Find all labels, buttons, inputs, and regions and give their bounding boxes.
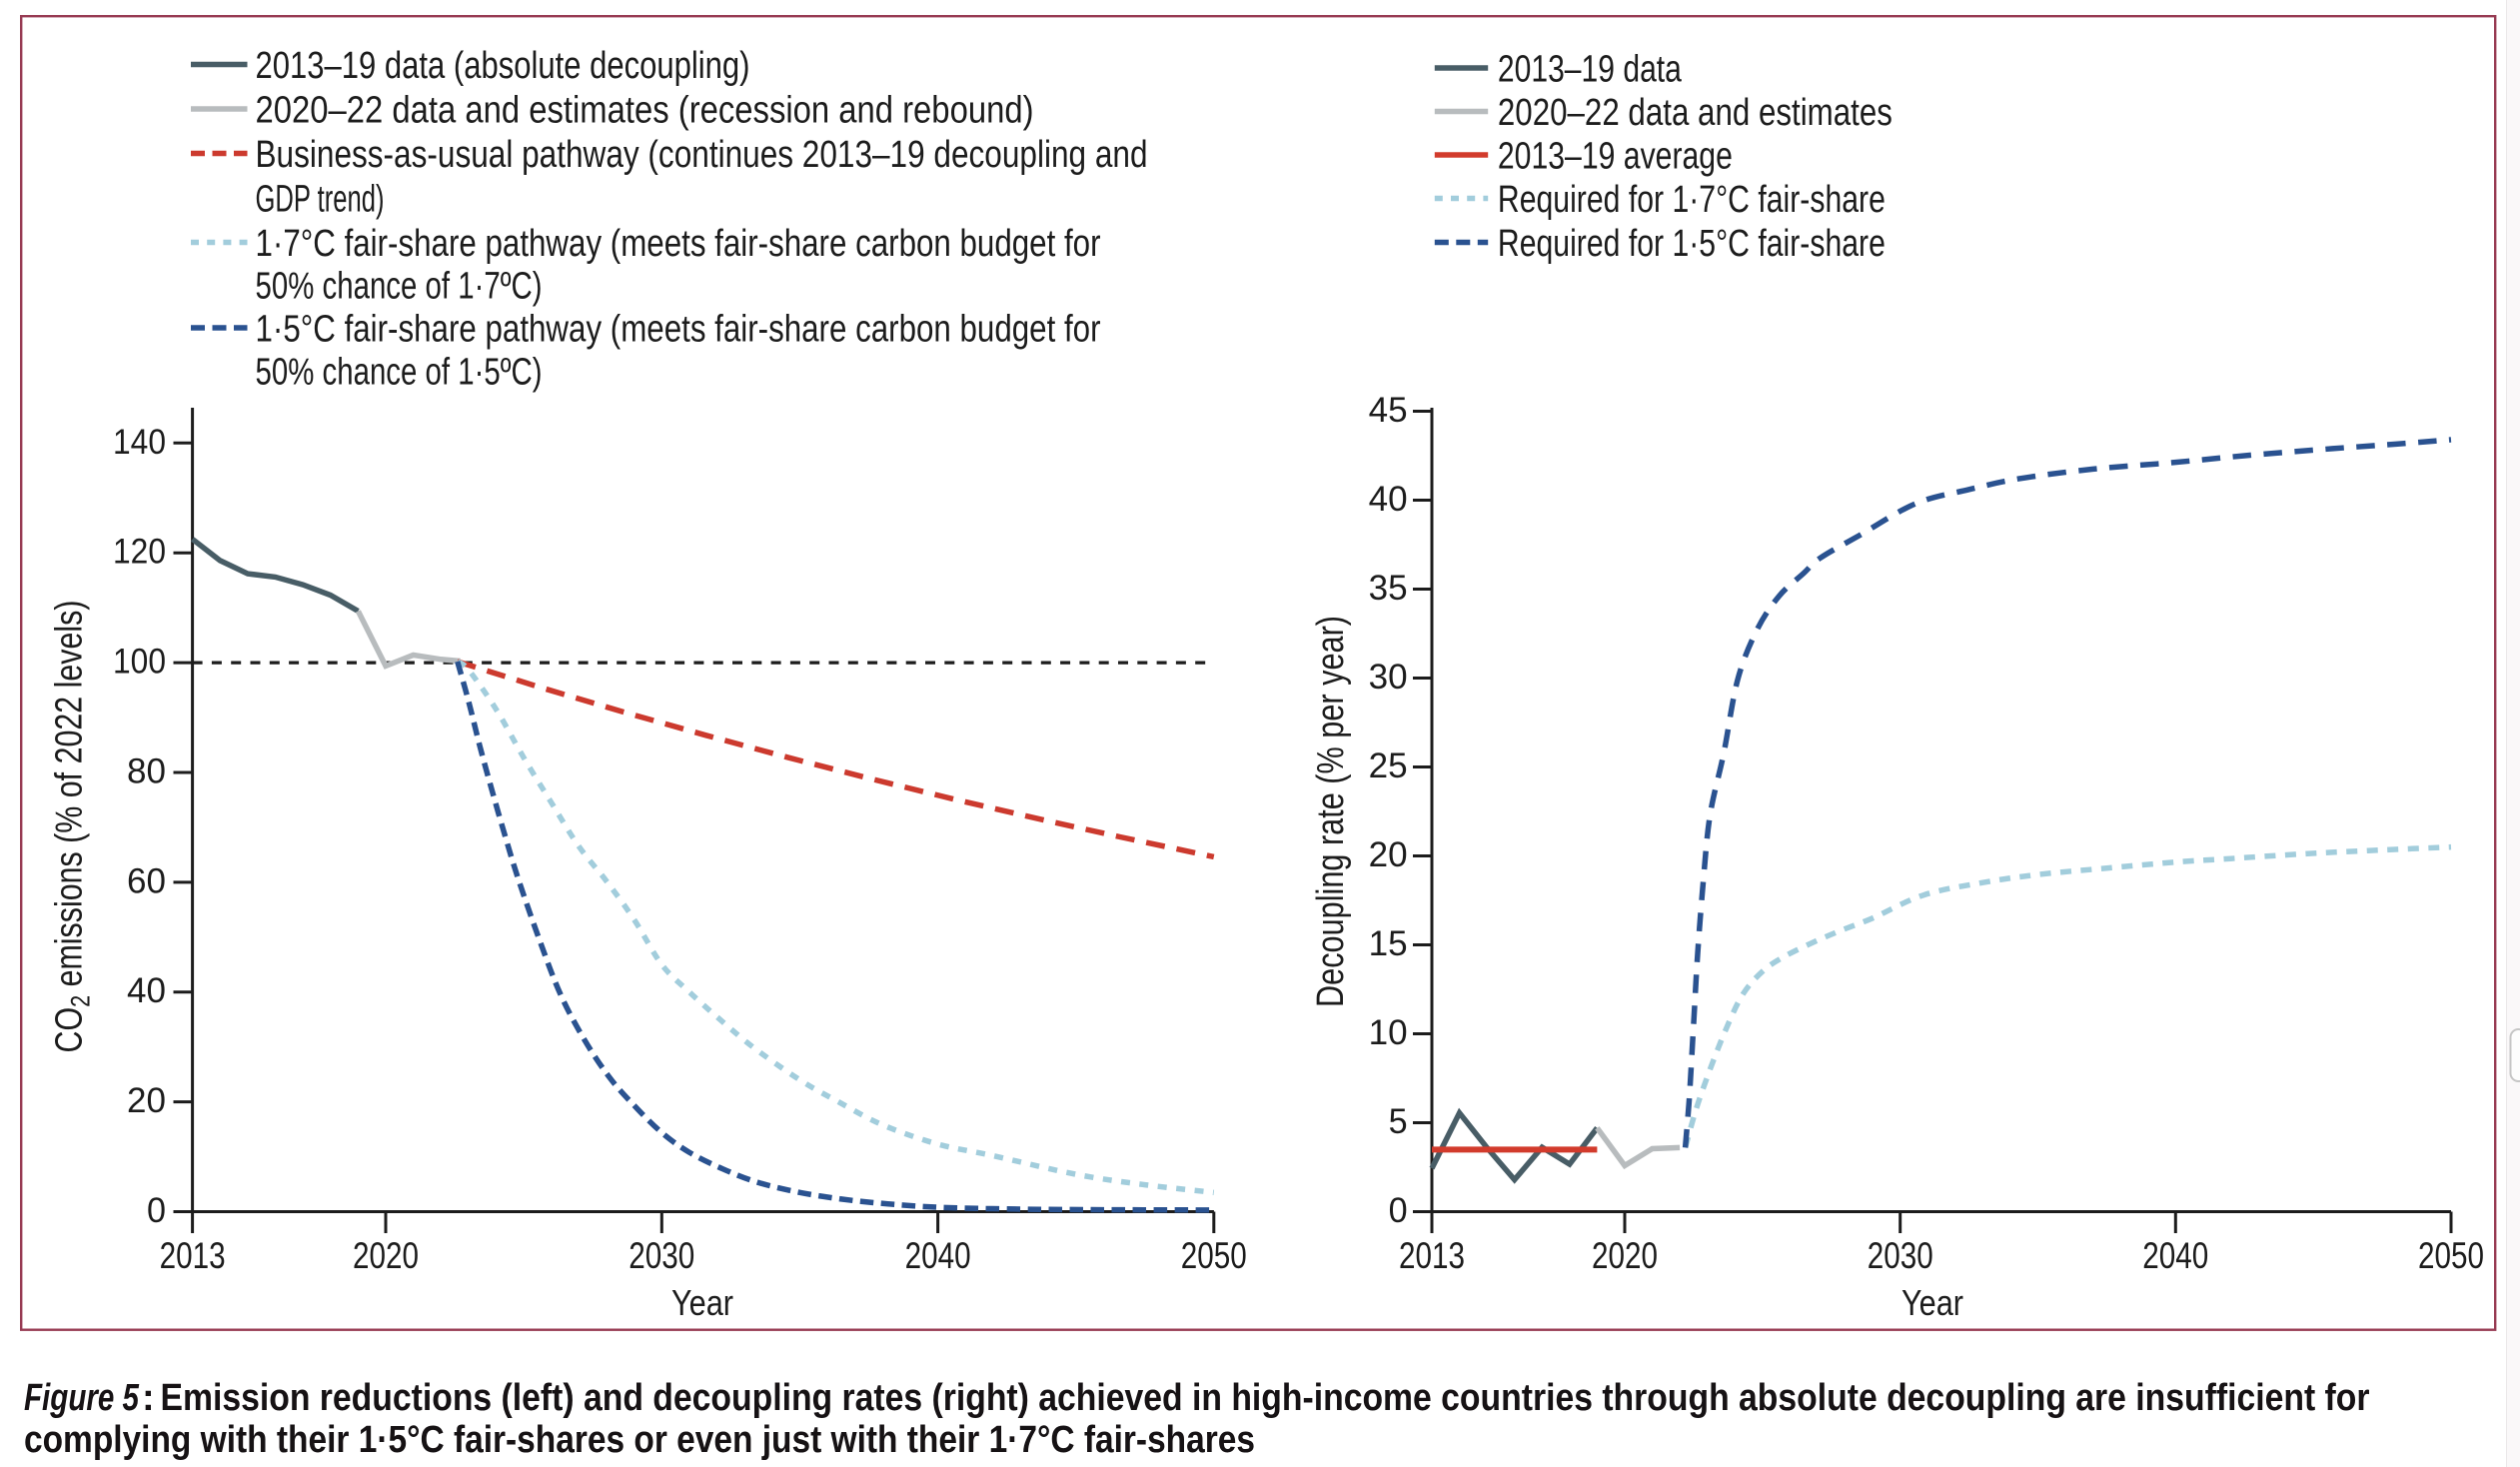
svg-text:2050: 2050 bbox=[2418, 1235, 2484, 1276]
svg-text:15: 15 bbox=[1369, 924, 1408, 963]
svg-text:CO2 emissions (% of 2022 level: CO2 emissions (% of 2022 levels) bbox=[49, 601, 96, 1053]
svg-text:2020: 2020 bbox=[1592, 1235, 1658, 1276]
svg-text:2013: 2013 bbox=[1399, 1235, 1465, 1276]
svg-text:30: 30 bbox=[1369, 658, 1408, 697]
svg-text:20: 20 bbox=[1369, 835, 1408, 874]
svg-text:50% chance of 1·5ºC): 50% chance of 1·5ºC) bbox=[256, 352, 543, 394]
svg-text:2013–19 average: 2013–19 average bbox=[1498, 136, 1733, 178]
svg-text:40: 40 bbox=[1369, 480, 1408, 519]
svg-text:Required for 1·7°C fair-share: Required for 1·7°C fair-share bbox=[1498, 179, 1886, 221]
svg-text:2020–22 data and estimates (re: 2020–22 data and estimates (recession an… bbox=[256, 90, 1034, 132]
svg-text:60: 60 bbox=[127, 861, 166, 900]
svg-text:Year: Year bbox=[671, 1282, 733, 1323]
svg-text:25: 25 bbox=[1369, 746, 1408, 785]
svg-text:140: 140 bbox=[113, 423, 166, 462]
svg-text:120: 120 bbox=[113, 533, 166, 572]
svg-text:Required for 1·5°C fair-share: Required for 1·5°C fair-share bbox=[1498, 223, 1886, 265]
svg-text:Figure 5:Emission reductions (: Figure 5: Emission reductions (left) and … bbox=[24, 1377, 2370, 1419]
svg-text:20: 20 bbox=[127, 1081, 166, 1120]
svg-text:1·7°C fair-share pathway (meet: 1·7°C fair-share pathway (meets fair-sha… bbox=[256, 223, 1101, 265]
svg-text:40: 40 bbox=[127, 971, 166, 1010]
svg-text:10: 10 bbox=[1369, 1013, 1408, 1052]
svg-text:2040: 2040 bbox=[2142, 1235, 2208, 1276]
svg-text:50% chance of 1·7ºC): 50% chance of 1·7ºC) bbox=[256, 266, 543, 308]
svg-text:2013–19 data (absolute decoupl: 2013–19 data (absolute decoupling) bbox=[256, 45, 750, 87]
svg-text:2013–19 data: 2013–19 data bbox=[1498, 49, 1683, 91]
svg-text:Business-as-usual pathway (con: Business-as-usual pathway (continues 201… bbox=[256, 134, 1148, 176]
svg-text:0: 0 bbox=[1389, 1191, 1408, 1230]
svg-text:100: 100 bbox=[113, 643, 166, 682]
svg-text:2030: 2030 bbox=[1868, 1235, 1933, 1276]
svg-text:0: 0 bbox=[147, 1191, 166, 1230]
svg-text:2030: 2030 bbox=[629, 1235, 694, 1276]
svg-text:GDP trend): GDP trend) bbox=[256, 179, 385, 221]
svg-text:35: 35 bbox=[1369, 569, 1408, 608]
svg-text:2013: 2013 bbox=[160, 1235, 226, 1276]
svg-text:1·5°C fair-share pathway (meet: 1·5°C fair-share pathway (meets fair-sha… bbox=[256, 309, 1101, 351]
svg-text:2040: 2040 bbox=[905, 1235, 971, 1276]
svg-text:5: 5 bbox=[1389, 1102, 1408, 1141]
svg-text:45: 45 bbox=[1369, 391, 1408, 430]
svg-text:80: 80 bbox=[127, 752, 166, 791]
svg-text:2020–22 data and estimates: 2020–22 data and estimates bbox=[1498, 92, 1892, 134]
svg-text:2020: 2020 bbox=[353, 1235, 419, 1276]
svg-text:2050: 2050 bbox=[1181, 1235, 1247, 1276]
svg-text:Year: Year bbox=[1901, 1282, 1963, 1323]
svg-text:Decoupling rate (% per year): Decoupling rate (% per year) bbox=[1310, 616, 1352, 1007]
svg-text:complying with their 1·5°C fai: complying with their 1·5°C fair-shares o… bbox=[24, 1419, 1255, 1461]
